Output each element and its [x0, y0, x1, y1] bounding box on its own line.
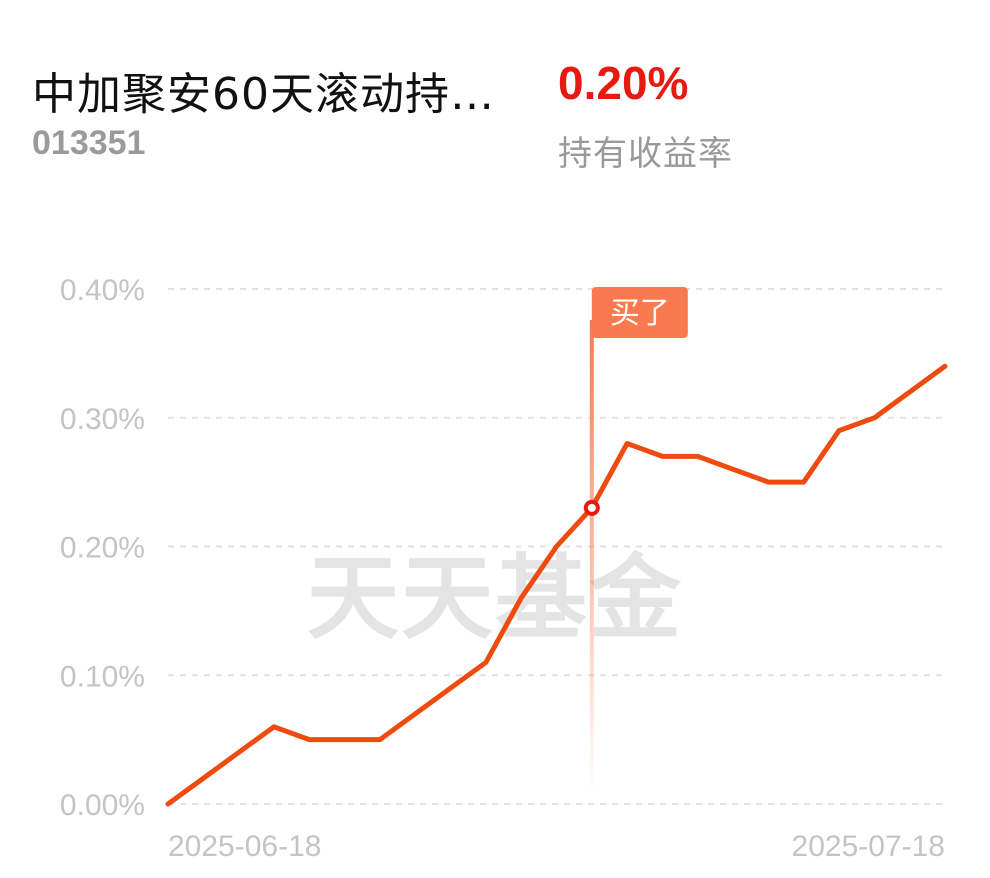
y-tick-label: 0.10%	[60, 660, 145, 693]
buy-point-dot	[583, 499, 600, 516]
buy-marker-stem	[589, 320, 594, 794]
holding-return-value: 0.20%	[558, 57, 689, 109]
watermark-text: 天天基金	[307, 544, 683, 652]
x-tick-label: 2025-07-18	[792, 830, 945, 863]
y-tick-label: 0.40%	[60, 274, 145, 307]
x-tick-label: 2025-06-18	[168, 830, 321, 863]
y-tick-label: 0.00%	[60, 789, 145, 822]
buy-marker-badge	[591, 287, 688, 338]
fund-code: 013351	[32, 124, 146, 162]
y-tick-label: 0.20%	[60, 532, 145, 565]
y-tick-label: 0.30%	[60, 403, 145, 436]
series-line	[165, 363, 948, 807]
holding-return-label: 持有收益率	[558, 134, 733, 174]
fund-name: 中加聚安60天滚动持…	[32, 69, 495, 120]
buy-marker-label: 买了	[610, 296, 670, 331]
